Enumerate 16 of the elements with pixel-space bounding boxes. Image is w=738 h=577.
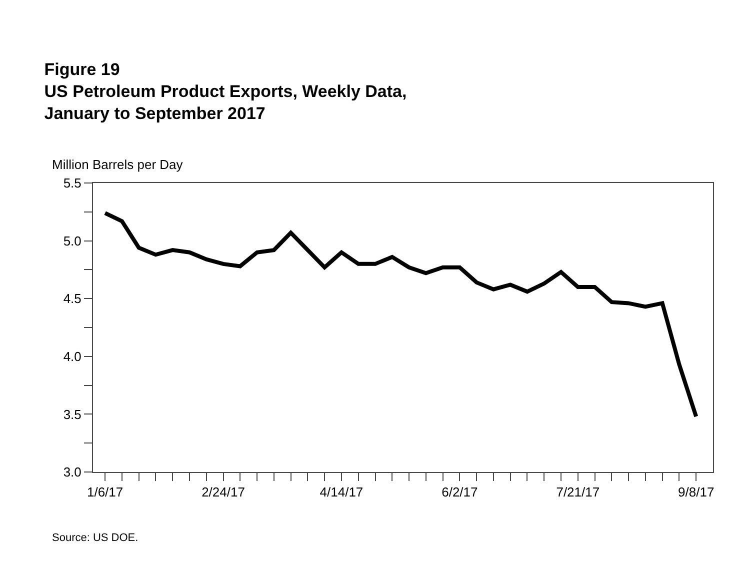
y-tick-label: 5.0: [63, 233, 82, 248]
x-tick-label: 7/21/17: [556, 484, 600, 500]
y-tick-label: 4.5: [63, 291, 82, 306]
chart-title: Figure 19 US Petroleum Product Exports, Weekly Data, January to September 2017: [44, 60, 407, 124]
x-tick-label: 2/24/17: [202, 484, 245, 500]
y-tick-label: 3.0: [63, 464, 82, 480]
y-tick-label: 5.5: [63, 176, 82, 191]
x-tick-label: 9/8/17: [678, 484, 714, 500]
x-tick-label: 1/6/17: [86, 484, 124, 500]
y-tick-label: 4.0: [63, 348, 82, 364]
source-note: Source: US DOE.: [52, 532, 138, 544]
y-tick-label: 3.5: [63, 406, 82, 422]
x-tick-label: 4/14/17: [320, 484, 364, 500]
y-axis-title: Million Barrels per Day: [52, 157, 184, 172]
x-tick-label: 6/2/17: [442, 484, 478, 500]
line-series: [103, 211, 698, 419]
